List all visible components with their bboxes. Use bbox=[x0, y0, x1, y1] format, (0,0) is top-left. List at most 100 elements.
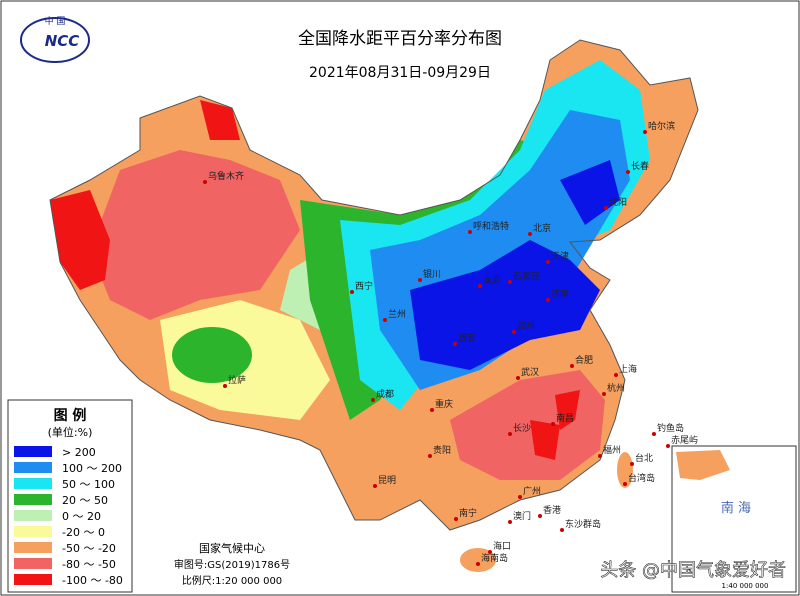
city-label: 钓鱼岛 bbox=[657, 422, 684, 434]
precip-region bbox=[617, 452, 633, 488]
city-dot bbox=[488, 550, 492, 554]
legend-label: > 200 bbox=[62, 446, 96, 459]
city-label: 南宁 bbox=[459, 507, 477, 519]
city-label: 西安 bbox=[458, 332, 476, 344]
logo: NCC bbox=[45, 32, 80, 50]
city-dot bbox=[528, 232, 532, 236]
city-dot bbox=[508, 280, 512, 284]
city-dot bbox=[652, 432, 656, 436]
watermark: 头条 @中国气象爱好者 bbox=[600, 560, 786, 581]
city-label: 武汉 bbox=[521, 366, 539, 378]
city-dot bbox=[508, 520, 512, 524]
city-label: 拉萨 bbox=[228, 374, 246, 386]
legend: 图 例 (单位:%) > 200 100 ～ 200 50 ～ 100 20 ～ 50… bbox=[7, 399, 133, 593]
city-dot bbox=[428, 454, 432, 458]
city-dot bbox=[371, 398, 375, 402]
city-label: 台湾岛 bbox=[628, 472, 655, 484]
city-dot bbox=[602, 392, 606, 396]
city-dot bbox=[478, 284, 482, 288]
city-dot bbox=[430, 408, 434, 412]
city-label: 重庆 bbox=[435, 398, 453, 410]
city-label: 郑州 bbox=[517, 320, 535, 332]
city-label: 澳门 bbox=[513, 510, 531, 522]
city-dot bbox=[373, 484, 377, 488]
precip-region bbox=[555, 390, 580, 430]
city-dot bbox=[614, 373, 618, 377]
legend-label: 100 ～ 200 bbox=[62, 462, 122, 475]
legend-items: > 200 100 ～ 200 50 ～ 100 20 ～ 50 0 ～ 20 -20 ～… bbox=[14, 446, 123, 587]
city-label: 北京 bbox=[533, 222, 551, 234]
credit-approval: 审图号:GS(2019)1786号 bbox=[174, 558, 290, 571]
regions bbox=[49, 39, 699, 572]
city-dot bbox=[630, 462, 634, 466]
city-label: 昆明 bbox=[378, 475, 396, 486]
city-label: 海口 bbox=[493, 540, 511, 552]
city-label: 广州 bbox=[523, 485, 541, 497]
inset-scale: 1:40 000 000 bbox=[722, 582, 769, 590]
city-label: 合肥 bbox=[575, 354, 593, 366]
city-label: 南昌 bbox=[556, 412, 574, 424]
legend-label: 0 ～ 20 bbox=[62, 510, 101, 523]
legend-swatch bbox=[14, 574, 52, 585]
country-outline bbox=[49, 39, 699, 531]
city-label: 长春 bbox=[631, 160, 649, 172]
legend-label: -20 ～ 0 bbox=[62, 526, 105, 539]
city-label: 台北 bbox=[635, 452, 653, 464]
inset-land bbox=[676, 450, 730, 480]
city-label: 上海 bbox=[619, 363, 637, 375]
precip-region bbox=[460, 548, 496, 572]
city-dot bbox=[476, 562, 480, 566]
city-dot bbox=[512, 330, 516, 334]
legend-label: 50 ～ 100 bbox=[62, 478, 115, 491]
inset: 南 海 1:40 000 000 bbox=[671, 445, 797, 593]
precip-region bbox=[50, 190, 110, 290]
city-dot bbox=[551, 422, 555, 426]
legend-label: -50 ～ -20 bbox=[62, 542, 116, 555]
legend-swatch bbox=[14, 462, 52, 473]
city-label: 成都 bbox=[376, 388, 394, 400]
city-dot bbox=[626, 170, 630, 174]
credit-scale: 比例尺:1:20 000 000 bbox=[182, 574, 282, 587]
city-dot bbox=[518, 495, 522, 499]
city-label: 乌鲁木齐 bbox=[208, 170, 244, 182]
city-dot bbox=[350, 290, 354, 294]
inset-sea: 南 海 bbox=[721, 500, 751, 516]
city-dot bbox=[508, 432, 512, 436]
city-dot bbox=[546, 298, 550, 302]
precip-region bbox=[530, 420, 560, 460]
city-label: 西宁 bbox=[355, 280, 373, 292]
subtitle: 2021年08月31日-09月29日 bbox=[309, 65, 491, 81]
legend-swatch bbox=[14, 446, 52, 457]
legend-label: -80 ～ -50 bbox=[62, 558, 116, 571]
city-dot bbox=[454, 517, 458, 521]
city-dot bbox=[570, 364, 574, 368]
city-label: 贵阳 bbox=[433, 444, 451, 456]
precip-region bbox=[172, 327, 252, 383]
city-label: 呼和浩特 bbox=[473, 220, 509, 232]
legend-unit: (单位:%) bbox=[48, 425, 93, 439]
precip-region bbox=[410, 240, 600, 370]
city-label: 杭州 bbox=[607, 382, 625, 394]
city-dot bbox=[453, 342, 457, 346]
legend-swatch bbox=[14, 542, 52, 553]
city-label: 赤尾屿 bbox=[671, 435, 698, 446]
city-dot bbox=[516, 376, 520, 380]
city-dot bbox=[546, 260, 550, 264]
legend-label: -100 ～ -80 bbox=[62, 574, 123, 587]
city-dot bbox=[604, 206, 608, 210]
precip-region bbox=[90, 150, 300, 320]
city-label: 济南 bbox=[551, 288, 569, 300]
city-label: 香港 bbox=[543, 504, 561, 516]
city-dot bbox=[223, 384, 227, 388]
city-dot bbox=[598, 454, 602, 458]
city-dot bbox=[623, 482, 627, 486]
credit-org: 国家气候中心 bbox=[199, 541, 265, 555]
city-dot bbox=[418, 278, 422, 282]
legend-swatch bbox=[14, 510, 52, 521]
city-label: 太原 bbox=[483, 274, 501, 286]
legend-title: 图 例 bbox=[54, 407, 87, 424]
city-dot bbox=[203, 180, 207, 184]
